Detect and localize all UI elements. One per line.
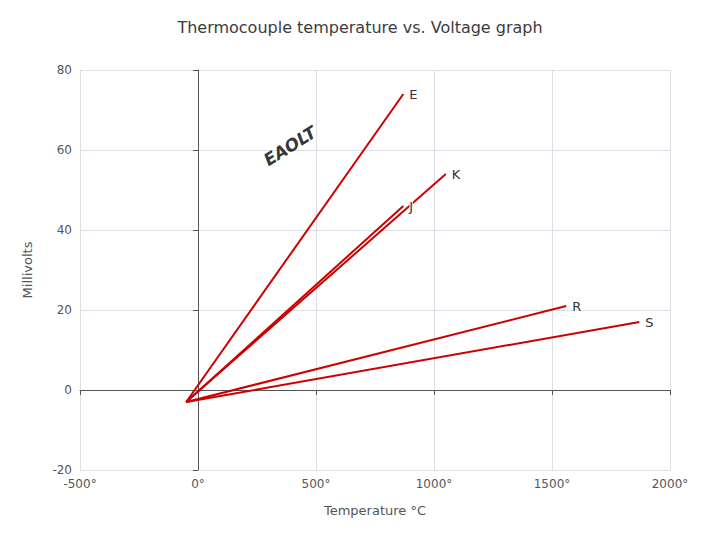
svg-text:500°: 500°	[302, 477, 331, 491]
svg-text:60: 60	[57, 143, 72, 157]
svg-text:Millivolts: Millivolts	[20, 241, 35, 298]
svg-text:1500°: 1500°	[534, 477, 571, 491]
svg-text:Temperature °C: Temperature °C	[323, 503, 426, 518]
svg-text:Thermocouple temperature vs. V: Thermocouple temperature vs. Voltage gra…	[176, 18, 542, 37]
svg-text:80: 80	[57, 63, 72, 77]
svg-text:0°: 0°	[191, 477, 205, 491]
svg-text:-20: -20	[52, 463, 72, 477]
svg-text:R: R	[572, 299, 581, 314]
svg-text:2000°: 2000°	[652, 477, 689, 491]
svg-text:20: 20	[57, 303, 72, 317]
svg-text:K: K	[452, 167, 461, 182]
svg-text:1000°: 1000°	[416, 477, 453, 491]
svg-text:0: 0	[64, 383, 72, 397]
svg-text:E: E	[409, 87, 417, 102]
svg-text:J: J	[408, 199, 413, 214]
svg-text:S: S	[645, 315, 653, 330]
svg-text:EAOLT: EAOLT	[260, 121, 321, 170]
svg-text:40: 40	[57, 223, 72, 237]
svg-text:-500°: -500°	[63, 477, 96, 491]
